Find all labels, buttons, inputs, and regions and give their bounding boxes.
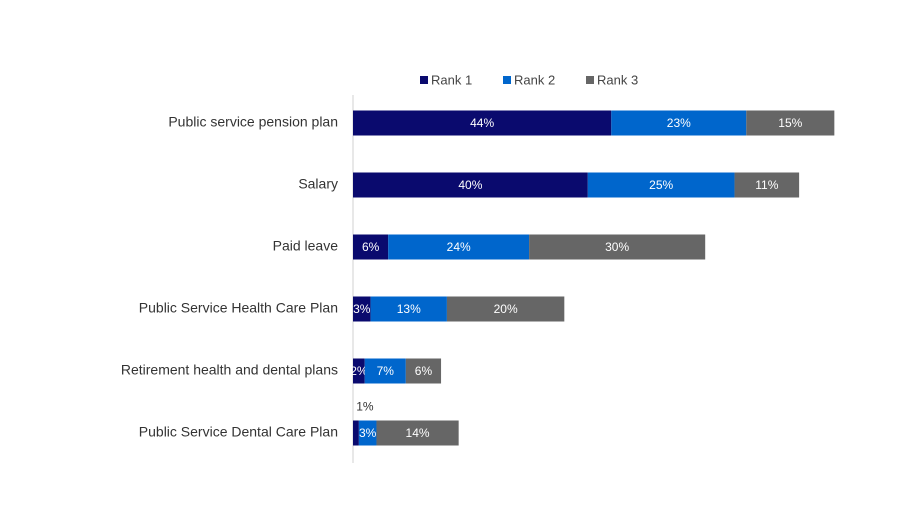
value-label: 6% [415,364,433,378]
bar-segment [734,172,800,198]
value-label: 13% [397,302,421,316]
bar-segment [353,172,588,198]
category-label: Public Service Dental Care Plan [139,424,338,440]
value-label: 23% [667,116,691,130]
value-label: 40% [458,178,482,192]
legend-swatch [503,76,511,84]
bar-segment [611,110,747,136]
value-label: 30% [605,240,629,254]
bar-segment [376,420,459,446]
value-label: 14% [406,426,430,440]
bar-segment [358,420,377,446]
value-label: 7% [377,364,395,378]
bar-segment [364,358,406,384]
legend-swatch [420,76,428,84]
legend-label: Rank 3 [597,72,638,87]
bar-segment [529,234,706,260]
bar-segment [370,296,447,322]
value-label: 44% [470,116,494,130]
category-label: Public Service Health Care Plan [139,300,338,316]
category-label: Paid leave [273,238,339,254]
legend-label: Rank 1 [431,72,472,87]
bar-segment [353,110,612,136]
bar-segment [353,234,389,260]
bar-segment [388,234,530,260]
value-label: 3% [359,426,377,440]
bar-segment [405,358,442,384]
value-label: 25% [649,178,673,192]
bar-segment [587,172,735,198]
value-label: 6% [362,240,380,254]
legend-label: Rank 2 [514,72,555,87]
value-label: 1% [356,400,374,414]
legend-swatch [586,76,594,84]
category-label: Public service pension plan [168,114,338,130]
value-label: 20% [494,302,518,316]
bar-segment [353,420,359,446]
bar-segment [446,296,565,322]
bar-segment [353,358,365,384]
bar-segment [746,110,835,136]
category-label: Salary [298,176,338,192]
value-label: 11% [755,178,778,192]
value-label: 2% [350,364,368,378]
value-label: 24% [447,240,471,254]
bar-segment [353,296,371,322]
value-label: 3% [353,302,371,316]
category-label: Retirement health and dental plans [121,362,338,378]
value-label: 15% [778,116,802,130]
